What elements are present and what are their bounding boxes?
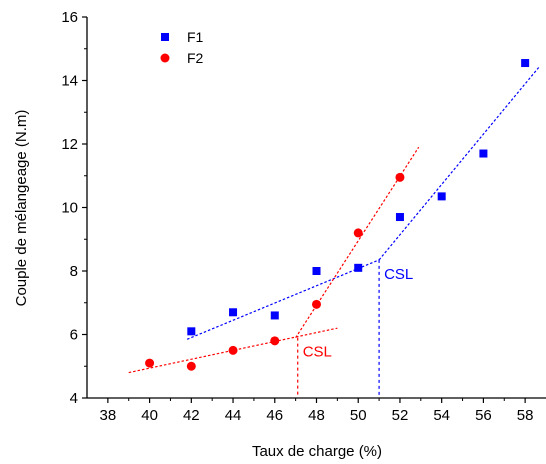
data-point-f2 [270,336,280,346]
data-point-f2 [353,228,363,238]
csl-label-0: CSL [384,266,413,283]
legend-label-f2: F2 [187,50,204,66]
data-point-f1 [229,308,238,317]
y-axis-title: Couple de mélangeage (N.m) [13,110,30,307]
x-tick-label: 50 [350,407,367,424]
data-point-f1 [270,311,279,320]
trend-line-f2-2 [128,327,338,374]
data-point-f2 [228,345,238,355]
data-point-f1 [479,149,488,158]
data-point-f2 [186,361,196,371]
data-point-f1 [354,263,363,272]
x-tick-label: 40 [141,407,158,424]
x-tick-label: 58 [517,407,534,424]
y-tick-label: 8 [70,263,78,280]
data-point-f1 [521,59,530,68]
legend-label-f1: F1 [187,29,204,45]
data-point-f1 [395,213,404,222]
legend-marker-f1 [161,33,169,41]
x-tick-label: 54 [433,407,450,424]
data-point-f1 [187,327,196,336]
y-tick-label: 6 [70,327,78,344]
data-point-f1 [312,267,321,275]
y-tick-label: 10 [61,200,78,217]
legend-marker-f2 [160,53,170,63]
x-tick-label: 42 [183,407,200,424]
data-point-f1 [437,192,446,201]
trend-line-f1-1 [378,65,541,261]
x-tick-label: 44 [225,407,242,424]
trend-line-f1-0 [186,259,380,340]
x-tick-label: 56 [475,407,492,424]
trend-lines [128,65,541,374]
y-tick-label: 4 [70,390,78,407]
csl-label-1: CSL [303,344,332,361]
annotations: CSL CSL [297,259,413,398]
x-tick-label: 52 [392,407,409,424]
y-tick-label: 12 [61,136,78,153]
data-point-f2 [145,358,155,368]
x-tick-label: 48 [308,407,325,424]
x-tick-label: 38 [100,407,117,424]
x-tick-label: 46 [266,407,283,424]
x-axis-title: Taux de charge (%) [252,443,382,460]
data-point-f2 [395,172,405,182]
y-tick-label: 16 [61,9,78,26]
y-tick-label: 14 [61,73,78,90]
data-points [145,59,530,371]
data-point-f2 [312,299,321,309]
